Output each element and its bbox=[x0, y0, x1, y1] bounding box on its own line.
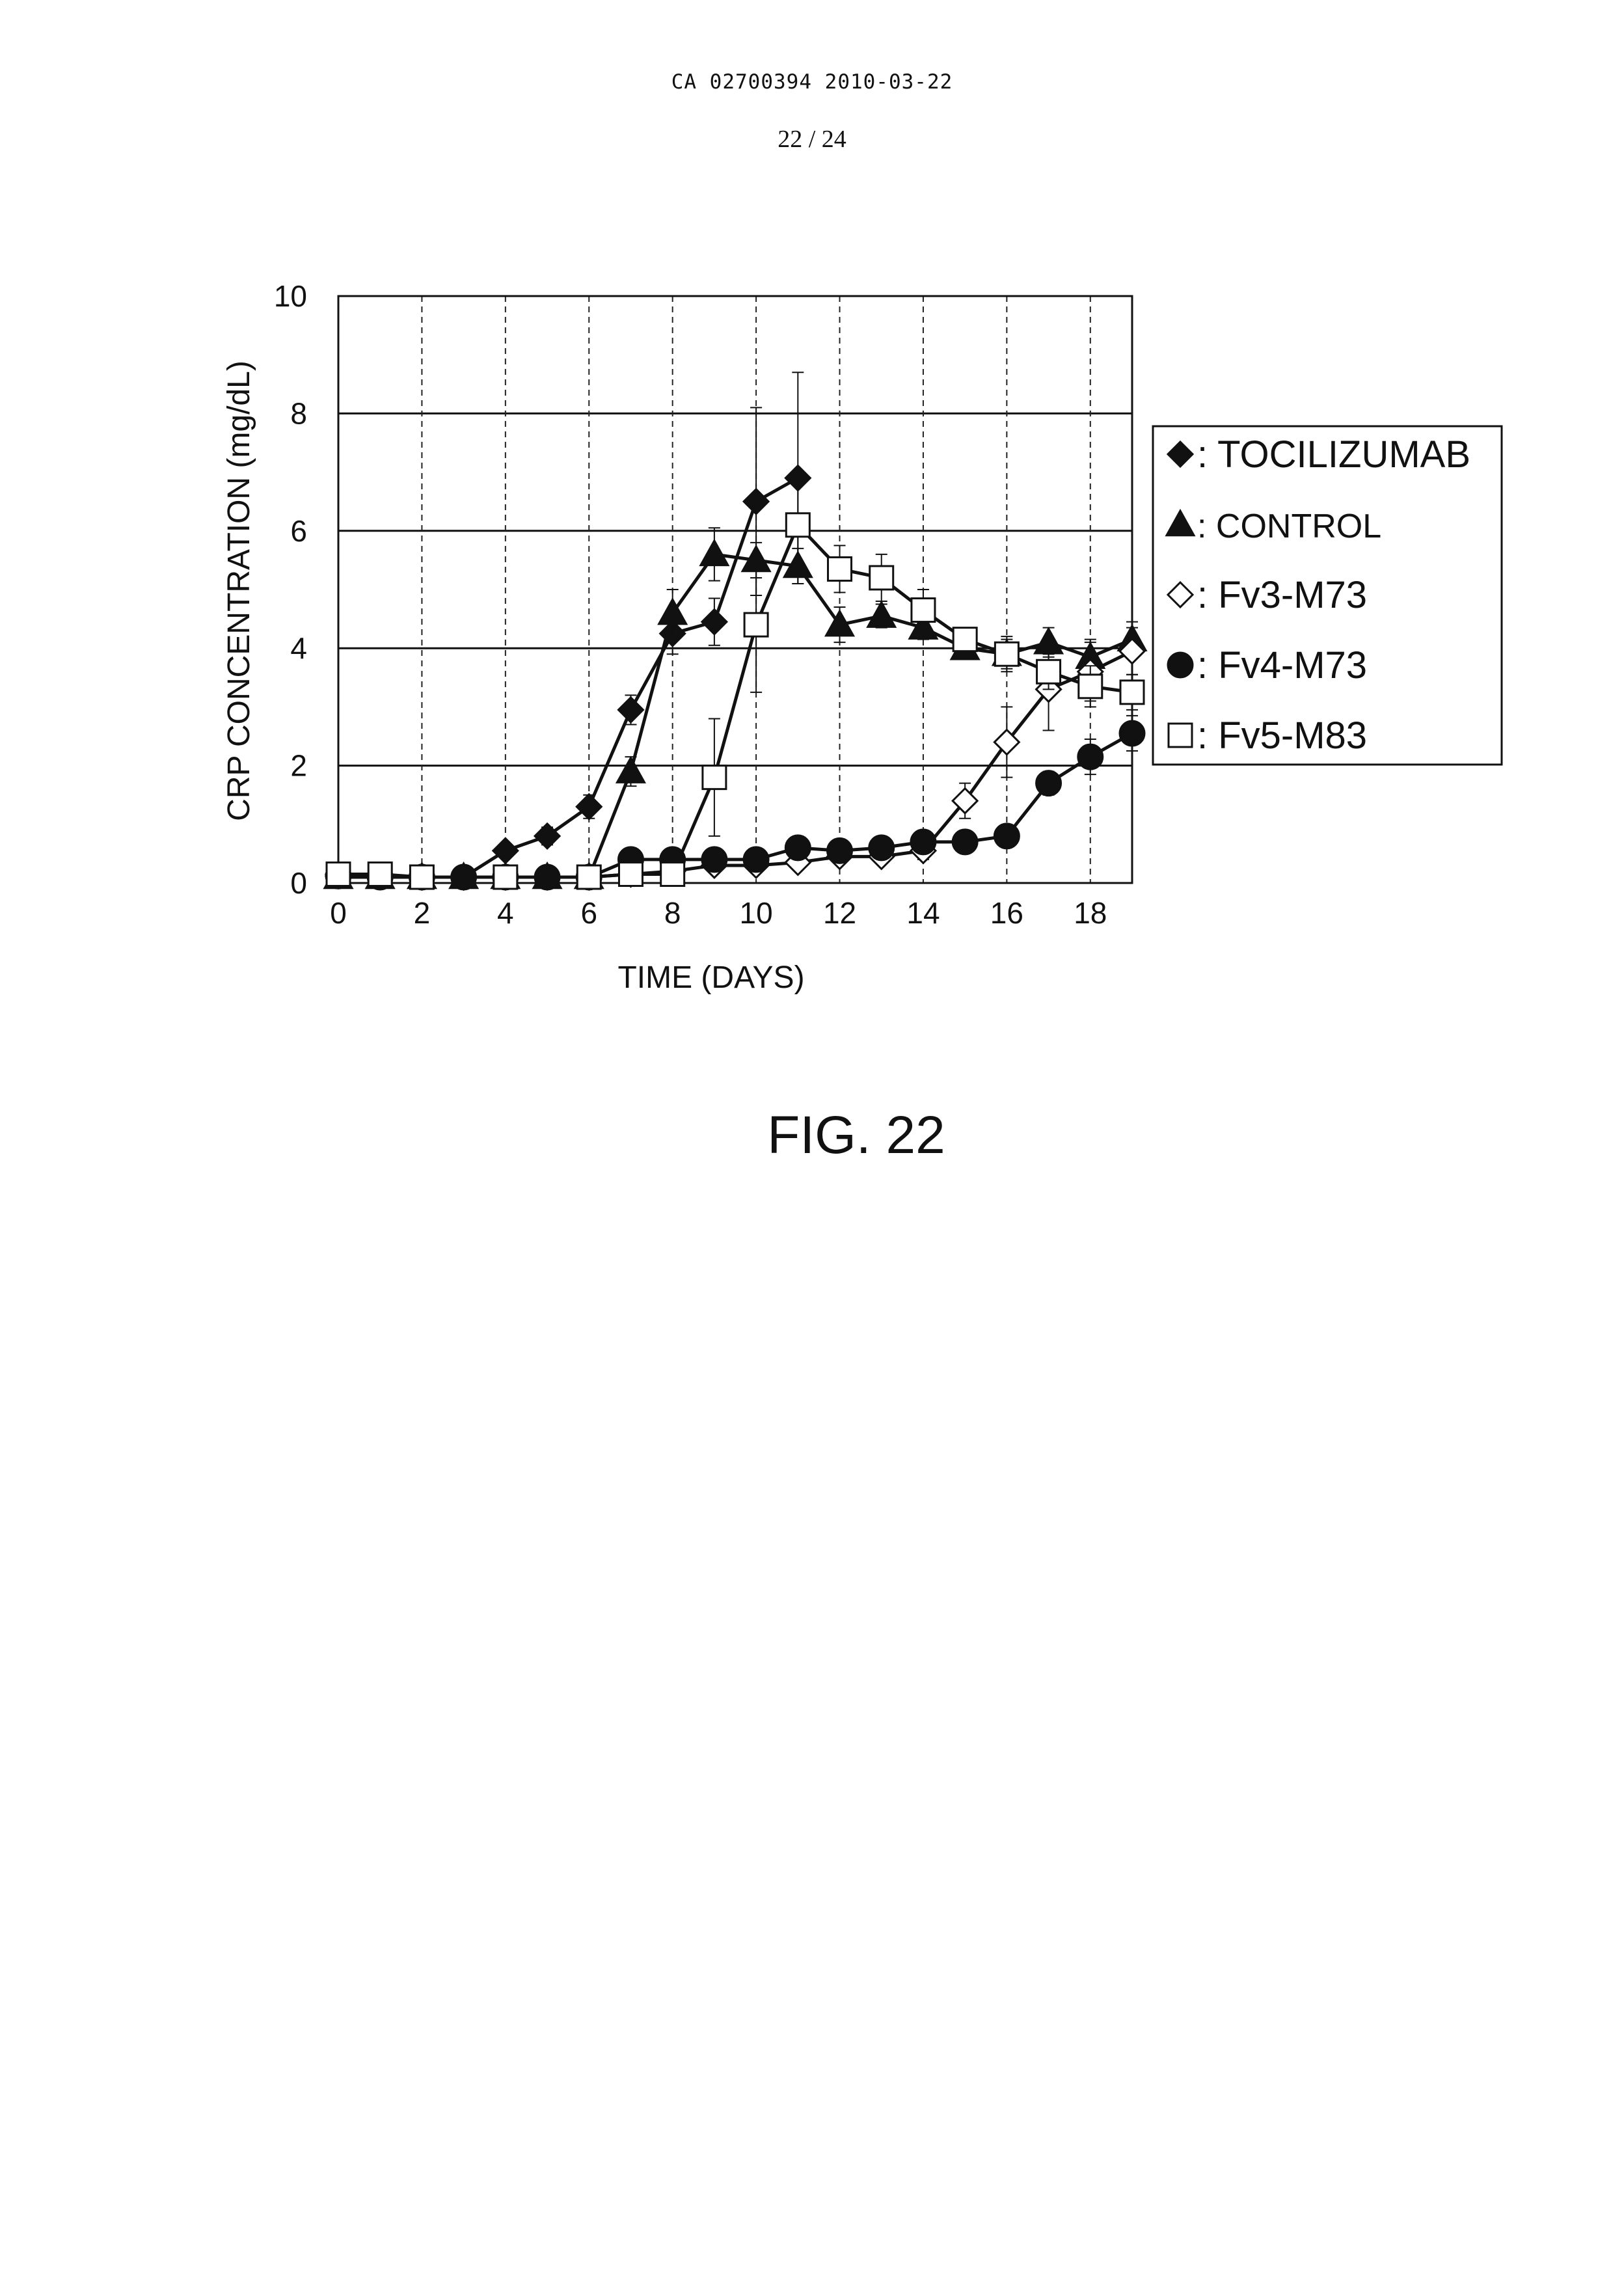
data-point bbox=[828, 557, 852, 580]
x-axis-label: TIME (DAYS) bbox=[617, 960, 804, 995]
x-tick-label: 10 bbox=[740, 896, 773, 930]
chart-grid bbox=[338, 296, 1132, 883]
legend-label: : CONTROL bbox=[1197, 508, 1381, 545]
plot-area bbox=[338, 296, 1132, 883]
data-point bbox=[870, 566, 893, 590]
series-1 bbox=[326, 372, 810, 890]
y-tick-label: 2 bbox=[290, 749, 307, 783]
figure-label: FIG. 22 bbox=[0, 1105, 1624, 1166]
x-tick-label: 14 bbox=[906, 896, 940, 930]
data-point bbox=[327, 862, 350, 886]
series-layer bbox=[325, 372, 1146, 890]
data-point bbox=[617, 758, 644, 783]
legend-label: : TOCILIZUMAB bbox=[1197, 433, 1470, 476]
legend-label: : Fv3-M73 bbox=[1197, 574, 1367, 616]
data-point bbox=[1037, 660, 1061, 683]
series-3 bbox=[326, 628, 1144, 890]
data-point bbox=[410, 865, 433, 889]
data-point bbox=[1078, 744, 1103, 769]
series-line bbox=[338, 733, 1132, 877]
data-point bbox=[576, 795, 601, 819]
data-point bbox=[1079, 675, 1102, 698]
legend-entry: : TOCILIZUMAB bbox=[1168, 433, 1470, 476]
data-point bbox=[619, 862, 642, 886]
data-point bbox=[786, 513, 809, 537]
data-point bbox=[702, 847, 727, 872]
data-point bbox=[1120, 681, 1144, 704]
legend-label: : Fv5-M83 bbox=[1197, 714, 1367, 757]
data-point bbox=[869, 835, 894, 860]
legend-entry: : CONTROL bbox=[1167, 508, 1381, 545]
data-point bbox=[618, 698, 643, 722]
data-point bbox=[368, 862, 392, 886]
data-point bbox=[1036, 771, 1061, 796]
series-line bbox=[338, 478, 798, 877]
y-tick-label: 8 bbox=[290, 396, 307, 430]
data-point bbox=[702, 610, 727, 634]
y-axis-label: CRP CONCENTRATION (mg/dL) bbox=[222, 360, 256, 821]
legend-entry: : Fv4-M73 bbox=[1168, 644, 1367, 686]
series-5 bbox=[327, 478, 1144, 889]
data-point bbox=[659, 599, 686, 624]
x-tick-label: 2 bbox=[414, 896, 431, 930]
data-point bbox=[953, 628, 977, 651]
y-tick-label: 10 bbox=[274, 279, 307, 313]
legend-marker bbox=[1169, 724, 1192, 747]
series-4 bbox=[326, 716, 1144, 890]
x-tick-label: 18 bbox=[1074, 896, 1107, 930]
data-point bbox=[577, 865, 601, 889]
y-tick-label: 4 bbox=[290, 631, 307, 665]
data-point bbox=[912, 599, 935, 622]
data-point bbox=[1120, 721, 1144, 746]
data-point bbox=[744, 489, 768, 514]
legend-marker bbox=[1168, 653, 1193, 677]
data-point bbox=[703, 766, 726, 789]
x-tick-label: 4 bbox=[497, 896, 514, 930]
legend-label: : Fv4-M73 bbox=[1197, 644, 1367, 686]
data-point bbox=[535, 824, 560, 849]
data-point bbox=[744, 613, 768, 636]
x-tick-label: 0 bbox=[330, 896, 347, 930]
data-point bbox=[828, 838, 852, 863]
y-tick-label: 0 bbox=[290, 866, 307, 900]
data-point bbox=[744, 847, 768, 872]
data-point bbox=[785, 835, 810, 860]
legend-entry: : Fv5-M83 bbox=[1169, 714, 1367, 757]
data-point bbox=[995, 642, 1018, 666]
x-tick-label: 12 bbox=[823, 896, 856, 930]
x-tick-label: 8 bbox=[664, 896, 681, 930]
series-2 bbox=[325, 528, 1146, 888]
data-point bbox=[868, 603, 895, 627]
legend-entry: : Fv3-M73 bbox=[1168, 574, 1367, 616]
data-point bbox=[494, 865, 517, 889]
data-point bbox=[701, 541, 728, 565]
data-point bbox=[911, 830, 936, 854]
data-point bbox=[493, 838, 518, 863]
y-tick-label: 6 bbox=[290, 514, 307, 548]
data-point bbox=[994, 824, 1019, 849]
data-point bbox=[661, 862, 684, 886]
x-tick-label: 6 bbox=[580, 896, 597, 930]
x-tick-label: 16 bbox=[990, 896, 1023, 930]
data-point bbox=[953, 830, 977, 854]
